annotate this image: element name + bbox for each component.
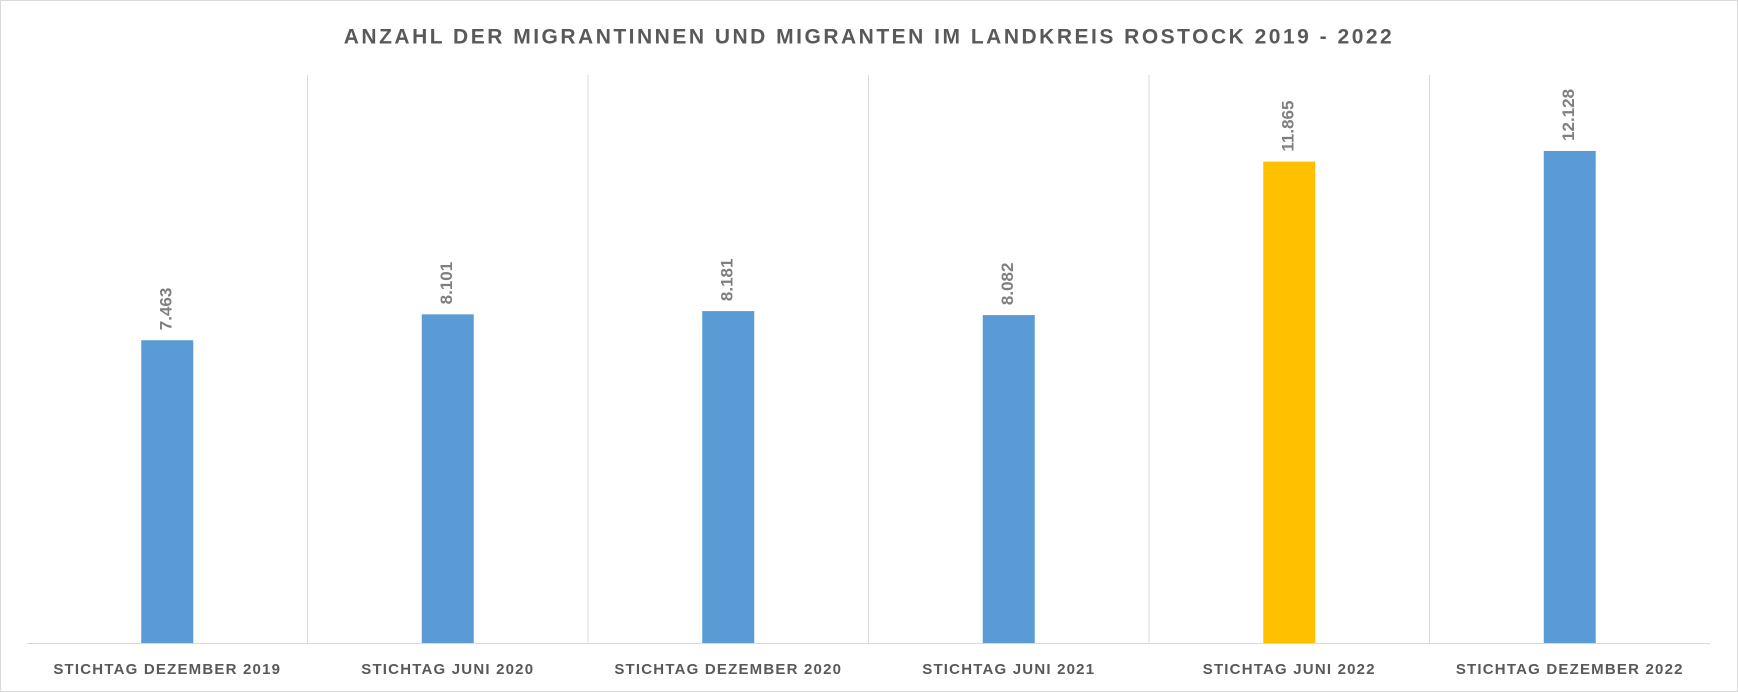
bar — [982, 315, 1035, 643]
bar — [702, 311, 755, 643]
x-tick-label: STICHTAG DEZEMBER 2022 — [1456, 661, 1684, 678]
bar — [1263, 161, 1316, 643]
x-tick-label: STICHTAG JUNI 2020 — [361, 661, 534, 678]
x-tick-label: STICHTAG DEZEMBER 2020 — [614, 661, 842, 678]
value-label: 8.181 — [718, 259, 737, 302]
x-tick-label: STICHTAG JUNI 2022 — [1203, 661, 1376, 678]
value-label: 8.082 — [998, 263, 1017, 306]
value-label: 11.865 — [1279, 101, 1298, 152]
value-label: 12.128 — [1559, 89, 1578, 141]
x-tick-label: STICHTAG DEZEMBER 2019 — [53, 661, 281, 678]
bar — [1543, 150, 1596, 643]
x-tick-label: STICHTAG JUNI 2021 — [922, 661, 1095, 678]
value-label: 8.101 — [437, 262, 456, 305]
value-label: 7.463 — [157, 288, 176, 331]
chart-title: ANZAHL DER MIGRANTINNEN UND MIGRANTEN IM… — [344, 26, 1394, 49]
bar — [141, 340, 194, 643]
bar — [421, 314, 474, 643]
